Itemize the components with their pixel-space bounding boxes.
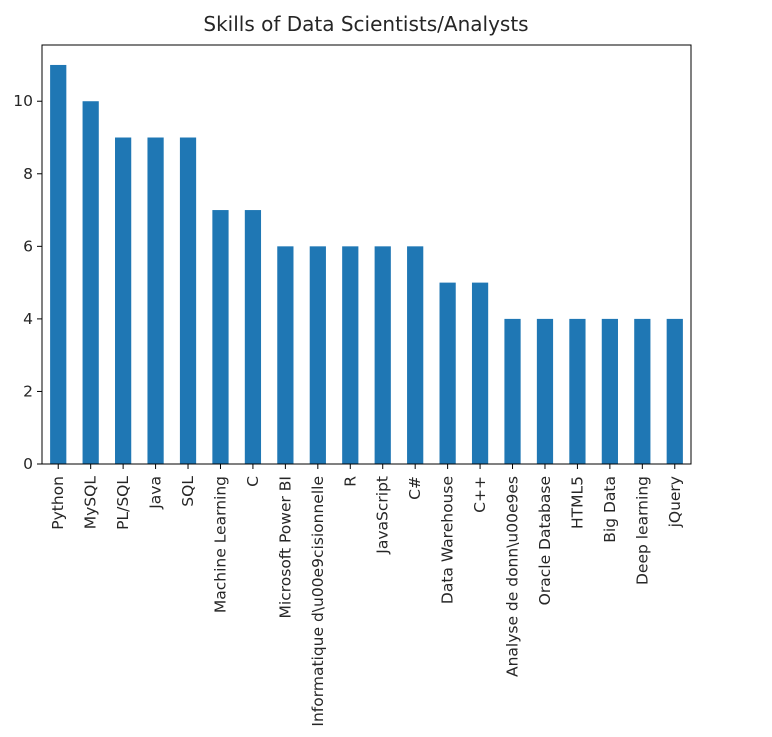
bar-15 [536, 318, 554, 464]
bar-11 [407, 246, 424, 464]
x-tick-label-19: jQuery [666, 476, 684, 528]
bar-7 [277, 246, 294, 464]
x-tick-label-15: Oracle Database [536, 476, 554, 605]
x-tick-label-0: Python [49, 476, 67, 530]
bar-10 [374, 246, 391, 464]
x-tick-label-14: Analyse de donn\u00e9es [504, 476, 522, 677]
bar-17 [601, 318, 618, 464]
y-tick-label-4: 8 [23, 165, 33, 183]
x-tick-label-2: PL/SQL [114, 476, 132, 530]
bar-19 [666, 318, 683, 464]
y-tick-label-1: 2 [23, 382, 33, 400]
x-tick-label-7: Microsoft Power BI [276, 476, 294, 618]
x-tick-label-11: C# [406, 476, 424, 500]
x-tick-label-16: HTML5 [568, 476, 586, 529]
x-tick-label-5: Machine Learning [211, 476, 229, 613]
bar-2 [115, 137, 132, 464]
bar-14 [504, 318, 521, 464]
x-axis-ticks: Python MySQL PL/SQL Java SQL Machine Learning… [49, 464, 684, 727]
bar-6 [244, 210, 262, 464]
bar-13 [471, 282, 489, 464]
x-tick-label-4: SQL [179, 476, 197, 507]
bar-3 [147, 137, 164, 464]
x-tick-label-3: Java [147, 476, 165, 510]
bar-8 [309, 246, 326, 464]
bar-16 [569, 318, 586, 464]
y-tick-label-2: 4 [23, 310, 33, 328]
bars-layer [50, 64, 683, 465]
x-tick-label-12: Data Warehouse [439, 476, 457, 604]
x-tick-label-10: JavaScript [374, 476, 392, 555]
bar-1 [82, 101, 99, 465]
axes-layer [41, 44, 692, 465]
bar-5 [212, 210, 229, 464]
chart-title: Skills of Data Scientists/Analysts [203, 12, 528, 36]
x-tick-label-8: Informatique d\u00e9cisionnelle [309, 476, 327, 727]
x-tick-label-18: Deep learning [633, 476, 651, 585]
axes-frame [41, 44, 692, 465]
y-axis-ticks: 0 2 4 6 8 10 [13, 92, 42, 473]
bar-0 [50, 64, 67, 464]
bar-12 [439, 282, 456, 464]
bar-9 [342, 246, 359, 464]
y-tick-label-0: 0 [23, 455, 33, 473]
x-tick-label-13: C++ [471, 476, 489, 513]
bar-4 [179, 137, 197, 464]
x-tick-label-17: Big Data [601, 476, 619, 543]
y-tick-label-5: 10 [13, 92, 33, 110]
x-tick-label-6: C [244, 476, 262, 487]
bar-18 [634, 318, 651, 464]
y-tick-label-3: 6 [23, 237, 33, 255]
x-tick-label-9: R [341, 476, 359, 487]
x-tick-label-1: MySQL [82, 476, 100, 530]
